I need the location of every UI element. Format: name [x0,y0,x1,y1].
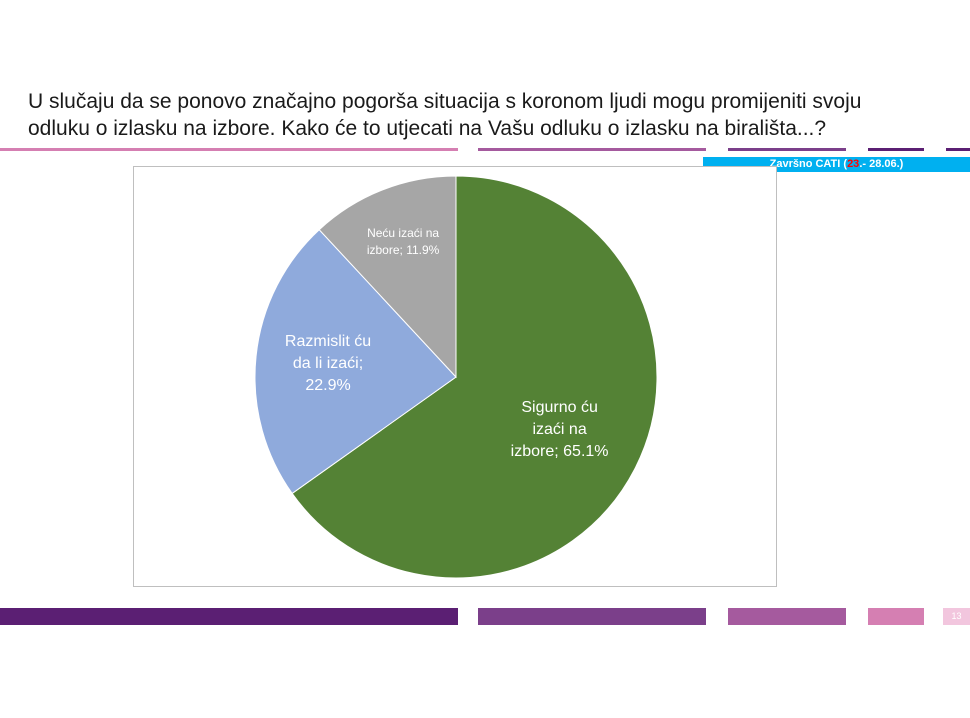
title-rule-1 [0,148,458,151]
title-rule-5 [946,148,970,151]
badge-highlight: 23 [847,158,860,170]
title-rule-3 [728,148,846,151]
badge-suffix: .- 28.06.) [859,158,904,170]
title-rule-4 [868,148,924,151]
slice-label-2: Razmislit ću da li izaći; 22.9% [284,332,372,394]
pie-slice-3 [318,175,457,379]
slide-title: U slučaju da se ponovo značajno pogorša … [28,90,862,140]
pie-slice-1 [291,175,658,579]
pie-chart: Sigurno ću izaći na izbore; 65.1% Razmisl… [133,166,777,587]
title-rule-2 [478,148,706,151]
page-number: 13 [943,608,970,625]
footer-bar-3 [728,608,846,625]
footer-bar-1 [0,608,458,625]
footer-bar-2 [478,608,706,625]
pie-chart-svg [254,175,658,579]
badge-prefix: Završno CATI ( [769,158,848,170]
pie-slice-2 [254,229,457,495]
slice-label-1: Sigurno ću izaći na izbore; 65.1% [510,399,609,461]
footer-bar-4 [868,608,924,625]
slice-label-3: Neću izaći na izbore; 11.9% [366,226,440,258]
